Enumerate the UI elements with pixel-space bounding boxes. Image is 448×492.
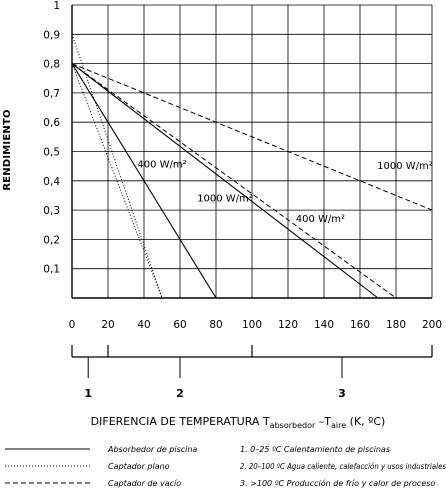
- range-note: 1. 0–25 ºC Calentamiento de piscinas: [240, 445, 390, 454]
- x-tick-label: 40: [137, 319, 150, 331]
- grid: [71, 4, 433, 298]
- series-line: [71, 63, 379, 299]
- temperature-ranges: 1 2 3: [71, 345, 433, 400]
- irradiance-label: 400 W/m²: [296, 214, 345, 225]
- x-tick-label: 160: [350, 319, 370, 331]
- legend: Absorbedor de piscina Captador plano Capta…: [5, 445, 197, 488]
- range-label: 1: [84, 387, 92, 400]
- axes: [71, 5, 432, 299]
- y-tick-label: 0,6: [43, 117, 60, 129]
- y-tick-label: 1: [53, 0, 60, 12]
- legend-label: Captador de vacío: [108, 479, 181, 488]
- y-tick-label: 0,7: [43, 88, 60, 100]
- y-tick-label: 0,9: [43, 29, 60, 41]
- x-axis-label: DIFERENCIA DE TEMPERATURA Tabsorbedor –T…: [91, 415, 386, 430]
- irradiance-label: 1000 W/m²: [197, 193, 253, 204]
- y-tick-label: 0,4: [43, 176, 60, 188]
- y-tick-label: 0,8: [43, 59, 60, 71]
- annotations: 400 W/m² 1000 W/m² 400 W/m² 1000 W/m²: [137, 160, 432, 225]
- irradiance-label: 1000 W/m²: [377, 161, 433, 172]
- series-line: [71, 63, 433, 211]
- range-label: 2: [176, 387, 184, 400]
- y-tick-label: 0,3: [43, 205, 60, 217]
- y-tick-label: 0,1: [43, 264, 60, 276]
- series-line: [71, 63, 217, 299]
- legend-label: Captador plano: [108, 462, 170, 471]
- y-axis-label: RENDIMIENTO: [2, 109, 13, 190]
- x-tick-label: 80: [209, 319, 222, 331]
- x-tick-label: 20: [101, 319, 114, 331]
- range-note: 2. 20–100 ºC Agua caliente, calefacción …: [240, 461, 446, 471]
- x-tick-label: 60: [173, 319, 186, 331]
- series-line: [71, 63, 397, 299]
- range-label: 3: [338, 387, 346, 400]
- x-tick-labels: 0 20 40 60 80 100 120 140 160 180 200: [69, 319, 442, 331]
- x-tick-label: 180: [386, 319, 406, 331]
- series-lines: [71, 34, 433, 299]
- y-tick-label: 0,2: [43, 234, 60, 246]
- x-tick-label: 120: [278, 319, 298, 331]
- irradiance-label: 400 W/m²: [137, 160, 186, 171]
- x-tick-label: 140: [314, 319, 334, 331]
- x-tick-label: 200: [422, 319, 442, 331]
- x-tick-label: 0: [69, 319, 76, 331]
- range-note: 3. >100 ºC Producción de frío y calor de…: [240, 478, 435, 488]
- x-tick-label: 100: [242, 319, 262, 331]
- y-tick-label: 0,5: [43, 147, 60, 159]
- notes: 1. 0–25 ºC Calentamiento de piscinas 2. 2…: [240, 445, 446, 488]
- y-tick-labels: 1 0,9 0,8 0,7 0,6 0,5 0,4 0,3 0,2 0,1: [43, 0, 60, 276]
- legend-label: Absorbedor de piscina: [107, 445, 197, 454]
